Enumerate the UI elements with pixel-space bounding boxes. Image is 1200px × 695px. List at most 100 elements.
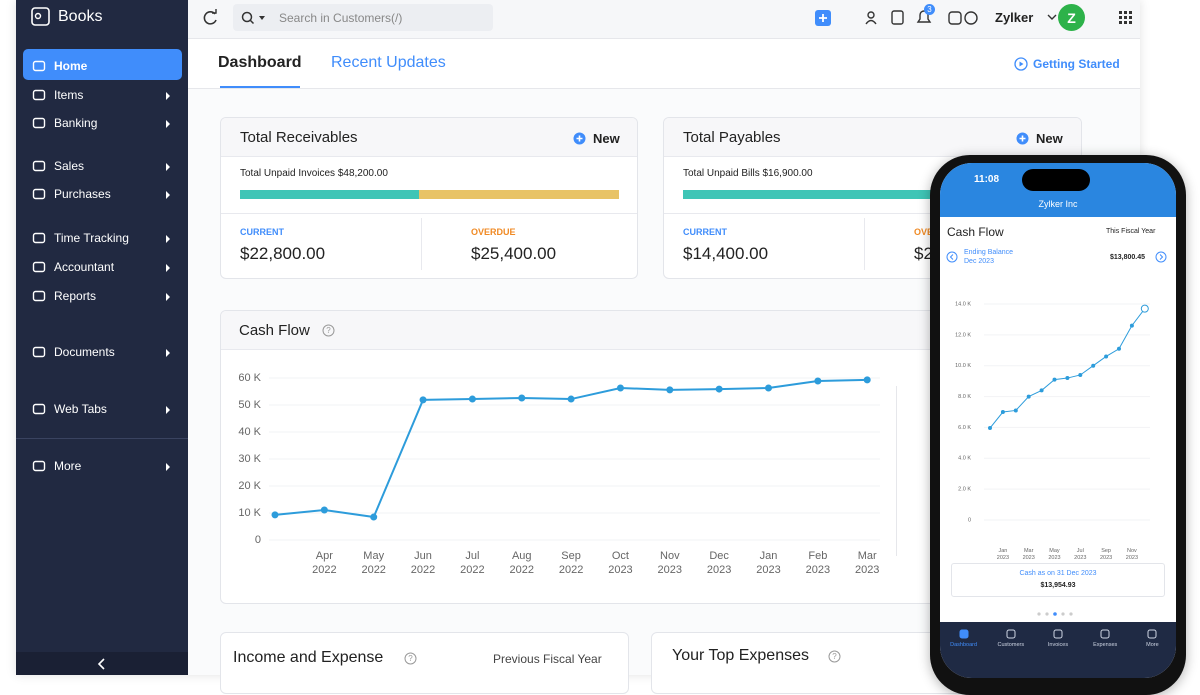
- expand-arrow[interactable]: [165, 235, 171, 243]
- next-icon[interactable]: [1155, 251, 1167, 263]
- cash-box: Cash as on 31 Dec 2023 $13,954.93: [951, 563, 1165, 597]
- phone-period[interactable]: This Fiscal Year: [1106, 228, 1156, 235]
- tab-recent-updates[interactable]: Recent Updates: [331, 54, 446, 71]
- point: [1078, 372, 1083, 377]
- bar-overdue: [419, 190, 619, 199]
- card-header: [221, 118, 637, 157]
- refresh-icon[interactable]: [202, 9, 220, 27]
- new-button[interactable]: New: [593, 131, 620, 146]
- point: [1117, 346, 1121, 351]
- point: [1039, 388, 1044, 393]
- org-caret: [1047, 14, 1057, 20]
- point: [988, 426, 992, 431]
- point: [1052, 377, 1057, 382]
- expand-arrow[interactable]: [165, 264, 171, 272]
- brand[interactable]: Books: [58, 8, 103, 25]
- expand-arrow[interactable]: [165, 349, 171, 357]
- expand-arrow[interactable]: [165, 191, 171, 199]
- search-box[interactable]: Search in Customers(/): [233, 4, 493, 31]
- y-tick-label: 10.0 K: [955, 363, 971, 369]
- toolbar-icons[interactable]: [864, 8, 980, 28]
- point: [1026, 394, 1031, 399]
- phone: 11:08 Zylker Inc Cash Flow This Fiscal Y…: [930, 155, 1186, 695]
- nav-label[interactable]: More: [1146, 642, 1159, 648]
- brand-icon: [31, 7, 50, 26]
- nav-item[interactable]: Purchases: [54, 187, 111, 201]
- card-header: [664, 118, 1081, 157]
- current-label: CURRENT: [240, 227, 284, 237]
- new-button[interactable]: New: [1036, 131, 1063, 146]
- help-icon[interactable]: ?: [322, 324, 335, 337]
- expand-arrow[interactable]: [165, 92, 171, 100]
- org-name[interactable]: Zylker: [995, 10, 1034, 25]
- expand-arrow[interactable]: [165, 120, 171, 128]
- current-value: $14,400.00: [683, 244, 769, 263]
- ending-period: Dec 2023: [964, 258, 994, 265]
- collapse-bar[interactable]: [16, 652, 188, 675]
- current-value: $22,800.00: [240, 244, 326, 263]
- nav-icon: [32, 346, 46, 358]
- nav-item[interactable]: Items: [54, 88, 84, 102]
- nav-icon: [1100, 629, 1110, 639]
- help-icon[interactable]: ?: [404, 652, 417, 665]
- point: [1065, 376, 1070, 381]
- card-title: Total Receivables: [240, 129, 358, 146]
- point: [1129, 323, 1134, 328]
- tab-dashboard[interactable]: Dashboard: [218, 54, 302, 71]
- phone-screen: 11:08 Zylker Inc Cash Flow This Fiscal Y…: [940, 163, 1176, 678]
- nav-item[interactable]: Web Tabs: [54, 402, 107, 416]
- prev-icon[interactable]: [946, 251, 958, 263]
- nav-icon: [32, 188, 46, 200]
- income-expense-title: Income and Expense: [233, 649, 384, 666]
- phone-org[interactable]: Zylker Inc: [1038, 199, 1078, 209]
- page: Books Home Items Banking Sales Purchases Time…: [16, 0, 1186, 695]
- expand-arrow[interactable]: [165, 163, 171, 171]
- bar-current: [683, 190, 1006, 199]
- nav-item[interactable]: Reports: [54, 289, 97, 303]
- ending-label: Ending Balance: [964, 249, 1014, 256]
- nav-icon: [32, 60, 46, 72]
- y-tick-label: 14.0 K: [955, 301, 971, 307]
- nav-icon: [32, 117, 46, 129]
- getting-started[interactable]: Getting Started: [1033, 57, 1120, 71]
- y-tick-label: 4.0 K: [958, 456, 971, 462]
- expand-arrow[interactable]: [165, 406, 171, 414]
- point: [1104, 354, 1109, 359]
- help-icon[interactable]: ?: [828, 650, 841, 663]
- period-select[interactable]: Previous Fiscal Year: [493, 652, 602, 666]
- expand-arrow[interactable]: [165, 293, 171, 301]
- nav-label[interactable]: Dashboard: [950, 642, 978, 648]
- nav-item[interactable]: Sales: [54, 159, 85, 173]
- notification-count: 3: [927, 5, 932, 14]
- quick-create[interactable]: [814, 9, 832, 27]
- nav-item[interactable]: Time Tracking: [54, 231, 129, 245]
- phone-title: Cash Flow: [947, 225, 1004, 239]
- expand-arrow[interactable]: [165, 463, 171, 471]
- sidebar: Books Home Items Banking Sales Purchases Time…: [16, 0, 188, 675]
- new-icon[interactable]: [573, 132, 586, 145]
- income-expense-card: Income and Expense ? Previous Fiscal Yea…: [220, 632, 629, 694]
- nav-label[interactable]: Customers: [997, 642, 1025, 648]
- nav-item[interactable]: More: [54, 459, 82, 473]
- nav-item[interactable]: Accountant: [54, 260, 115, 274]
- nav-item[interactable]: Banking: [54, 116, 98, 130]
- phone-nav: Dashboard Customers Invoices Expenses More: [940, 622, 1176, 678]
- new-icon[interactable]: [1016, 132, 1029, 145]
- nav-label[interactable]: Invoices: [1047, 642, 1069, 648]
- nav-icon: [1147, 629, 1157, 639]
- point: [1140, 304, 1149, 313]
- nav-icon: [32, 160, 46, 172]
- apps-icon[interactable]: [1119, 11, 1133, 25]
- avatar-letter: Z: [1067, 10, 1076, 26]
- nav-icon: [32, 290, 46, 302]
- x-tick-label: May 2023: [1048, 548, 1060, 561]
- avatar[interactable]: Z: [1058, 4, 1085, 31]
- dynamic-island: [1022, 169, 1090, 191]
- nav-label[interactable]: Expenses: [1093, 642, 1118, 648]
- nav-icon: [959, 629, 969, 639]
- nav-icon: [32, 460, 46, 472]
- nav-item[interactable]: Home: [54, 59, 88, 73]
- tab-bar: Dashboard Recent Updates Getting Started: [188, 39, 1140, 89]
- nav-item[interactable]: Documents: [54, 345, 115, 359]
- nav-icon: [32, 403, 46, 415]
